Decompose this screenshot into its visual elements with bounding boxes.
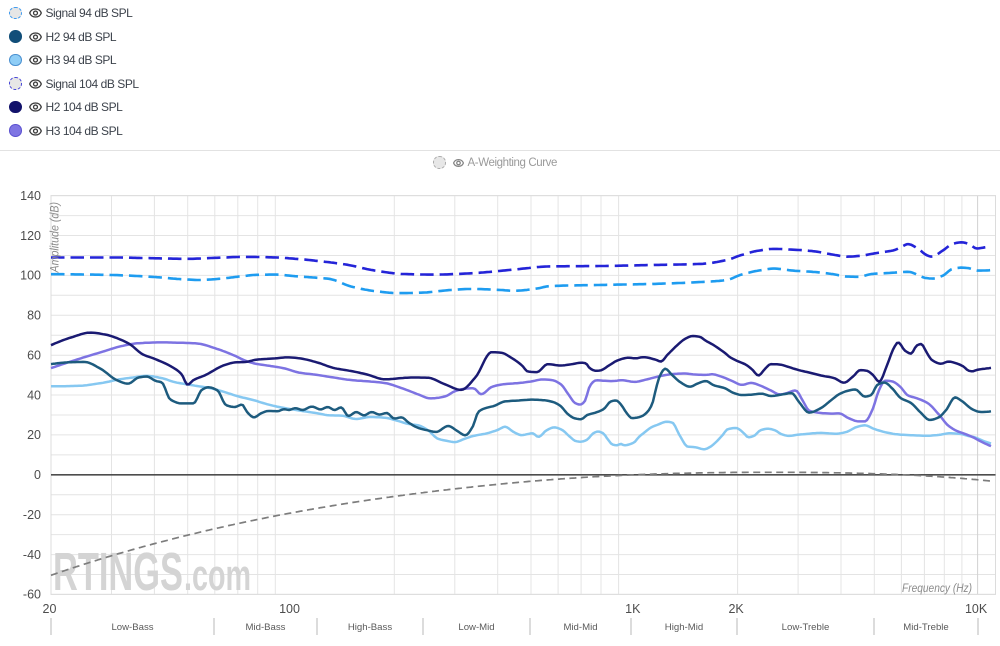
svg-text:60: 60 xyxy=(27,349,41,363)
svg-text:-20: -20 xyxy=(23,508,41,522)
svg-text:20: 20 xyxy=(43,602,57,616)
svg-text:120: 120 xyxy=(20,229,41,243)
svg-text:Low-Bass: Low-Bass xyxy=(111,622,153,633)
svg-text:Amplitude (dB): Amplitude (dB) xyxy=(48,202,62,273)
svg-text:Mid-Treble: Mid-Treble xyxy=(903,622,949,633)
svg-text:100: 100 xyxy=(20,269,41,283)
svg-text:20: 20 xyxy=(27,428,41,442)
svg-text:1K: 1K xyxy=(625,602,641,616)
svg-text:0: 0 xyxy=(34,468,41,482)
svg-text:High-Bass: High-Bass xyxy=(348,622,392,633)
svg-text:140: 140 xyxy=(20,189,41,203)
svg-text:10K: 10K xyxy=(965,602,988,616)
svg-text:High-Mid: High-Mid xyxy=(665,622,703,633)
svg-text:.com: .com xyxy=(184,551,251,600)
svg-text:2K: 2K xyxy=(728,602,744,616)
svg-text:Low-Mid: Low-Mid xyxy=(458,622,494,633)
svg-text:-60: -60 xyxy=(23,588,41,602)
svg-text:100: 100 xyxy=(279,602,300,616)
svg-text:RTINGS: RTINGS xyxy=(53,542,183,602)
svg-text:80: 80 xyxy=(27,309,41,323)
svg-text:Mid-Mid: Mid-Mid xyxy=(563,622,597,633)
svg-text:Low-Treble: Low-Treble xyxy=(782,622,830,633)
svg-text:40: 40 xyxy=(27,388,41,402)
svg-text:Mid-Bass: Mid-Bass xyxy=(246,622,286,633)
svg-text:Frequency (Hz): Frequency (Hz) xyxy=(902,581,972,595)
svg-text:-40: -40 xyxy=(23,548,41,562)
